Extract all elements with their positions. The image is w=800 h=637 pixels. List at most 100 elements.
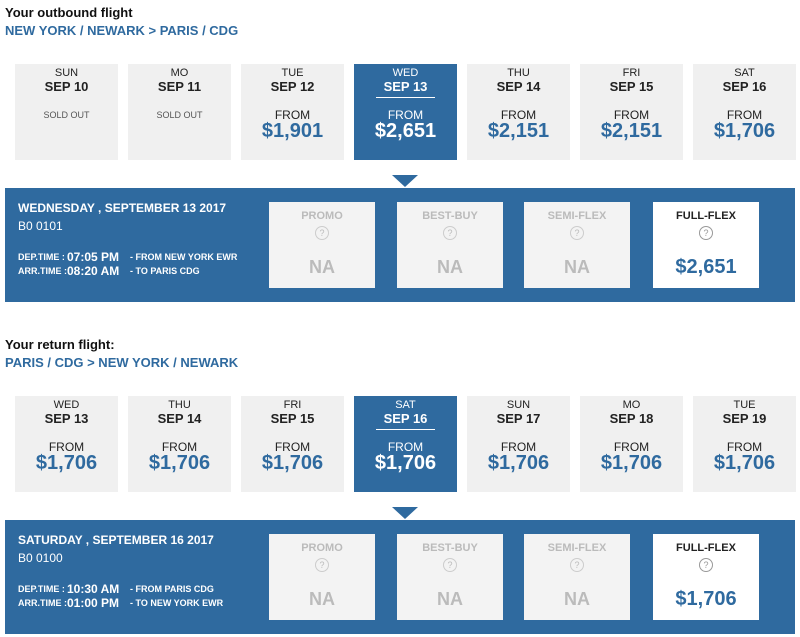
price: $1,706 xyxy=(261,452,324,474)
date-card[interactable]: SAT SEP 16 FROM $1,706 xyxy=(354,396,457,492)
sold-out: SOLD OUT xyxy=(43,110,90,120)
fare-price: NA xyxy=(437,257,463,277)
price: $1,706 xyxy=(600,452,663,474)
flight-number: B0 0100 xyxy=(18,551,63,565)
dep-label: DEP.TIME : xyxy=(18,584,65,594)
weekday: FRI xyxy=(622,67,641,79)
date-card[interactable]: SUN SEP 17 FROM $1,706 xyxy=(467,396,570,492)
divider xyxy=(376,429,435,430)
price: $1,706 xyxy=(713,120,776,142)
date-card[interactable]: TUE SEP 19 FROM $1,706 xyxy=(693,396,796,492)
date-card[interactable]: THU SEP 14 FROM $1,706 xyxy=(128,396,231,492)
fare-box[interactable]: FULL-FLEX? $1,706 xyxy=(653,534,759,620)
weekday: SUN xyxy=(54,67,79,79)
from-label: FROM xyxy=(500,440,537,454)
weekday: TUE xyxy=(281,67,304,79)
from-label: FROM xyxy=(613,440,650,454)
fare-box[interactable]: SEMI-FLEX? NA xyxy=(524,534,630,620)
help-icon[interactable]: ? xyxy=(443,226,457,240)
weekday: FRI xyxy=(283,399,302,411)
date-card[interactable]: THU SEP 14 FROM $2,151 xyxy=(467,64,570,160)
fare-box[interactable]: BEST-BUY? NA xyxy=(397,534,503,620)
fare-price: NA xyxy=(309,257,335,277)
date: SEP 18 xyxy=(609,411,654,426)
from-label: FROM xyxy=(500,108,537,122)
route: PARIS / CDG > NEW YORK / NEWARK xyxy=(5,355,239,370)
fare-name: FULL-FLEX xyxy=(676,210,736,222)
fare-name: PROMO xyxy=(301,210,343,222)
flight-date: WEDNESDAY , SEPTEMBER 13 2017 xyxy=(18,201,227,215)
weekday: MO xyxy=(170,67,189,79)
dep-time: 07:05 PM xyxy=(67,250,120,264)
help-icon[interactable]: ? xyxy=(699,226,713,240)
price: $1,706 xyxy=(487,452,550,474)
date: SEP 13 xyxy=(383,79,428,94)
fare-price: $1,706 xyxy=(675,588,737,610)
price: $1,706 xyxy=(148,452,211,474)
date: SEP 19 xyxy=(722,411,767,426)
help-icon[interactable]: ? xyxy=(570,558,584,572)
date-card[interactable]: TUE SEP 12 FROM $1,901 xyxy=(241,64,344,160)
fare-name: BEST-BUY xyxy=(422,210,478,222)
date: SEP 12 xyxy=(270,79,315,94)
selection-arrow xyxy=(392,507,418,519)
fare-price: NA xyxy=(437,589,463,609)
fare-box[interactable]: FULL-FLEX? $2,651 xyxy=(653,202,759,288)
dep-place: - FROM PARIS CDG xyxy=(130,584,214,594)
fare-box[interactable]: SEMI-FLEX? NA xyxy=(524,202,630,288)
from-label: FROM xyxy=(726,108,763,122)
help-icon[interactable]: ? xyxy=(699,558,713,572)
arr-label: ARR.TIME : xyxy=(18,598,67,608)
help-icon[interactable]: ? xyxy=(315,558,329,572)
help-icon[interactable]: ? xyxy=(443,558,457,572)
fare-price: $2,651 xyxy=(675,256,737,278)
date-card[interactable]: MO SEP 18 FROM $1,706 xyxy=(580,396,683,492)
date-card[interactable]: FRI SEP 15 FROM $2,151 xyxy=(580,64,683,160)
price: $1,706 xyxy=(35,452,98,474)
date-card[interactable]: SUN SEP 10 SOLD OUT xyxy=(15,64,118,160)
fare-name: SEMI-FLEX xyxy=(547,542,607,554)
date-card[interactable]: MO SEP 11 SOLD OUT xyxy=(128,64,231,160)
price: $1,901 xyxy=(261,120,324,142)
flight-details-panel: WEDNESDAY , SEPTEMBER 13 2017 B0 0101 DEP.… xyxy=(5,188,795,302)
section-heading: Your return flight: xyxy=(5,337,115,352)
price: $2,651 xyxy=(374,120,437,142)
weekday: WED xyxy=(392,67,419,79)
price: $1,706 xyxy=(374,452,437,474)
from-label: FROM xyxy=(48,440,85,454)
weekday: THU xyxy=(507,67,530,79)
dep-label: DEP.TIME : xyxy=(18,252,65,262)
flight-details-panel: SATURDAY , SEPTEMBER 16 2017 B0 0100 DEP.T… xyxy=(5,520,795,634)
fare-box[interactable]: PROMO? NA xyxy=(269,202,375,288)
date: SEP 15 xyxy=(609,79,654,94)
date-card[interactable]: WED SEP 13 FROM $2,651 xyxy=(354,64,457,160)
divider xyxy=(376,97,435,98)
weekday: MO xyxy=(622,399,641,411)
help-icon[interactable]: ? xyxy=(315,226,329,240)
fare-name: PROMO xyxy=(301,542,343,554)
section-heading: Your outbound flight xyxy=(5,5,133,20)
fare-name: SEMI-FLEX xyxy=(547,210,607,222)
date: SEP 15 xyxy=(270,411,315,426)
price: $1,706 xyxy=(713,452,776,474)
from-label: FROM xyxy=(387,108,424,122)
date: SEP 14 xyxy=(157,411,202,426)
route: NEW YORK / NEWARK > PARIS / CDG xyxy=(5,23,239,38)
date-card[interactable]: FRI SEP 15 FROM $1,706 xyxy=(241,396,344,492)
arr-label: ARR.TIME : xyxy=(18,266,67,276)
date-card[interactable]: WED SEP 13 FROM $1,706 xyxy=(15,396,118,492)
help-icon[interactable]: ? xyxy=(570,226,584,240)
weekday: THU xyxy=(168,399,191,411)
date: SEP 11 xyxy=(157,79,202,94)
fare-box[interactable]: PROMO? NA xyxy=(269,534,375,620)
from-label: FROM xyxy=(387,440,424,454)
from-label: FROM xyxy=(161,440,198,454)
date-card[interactable]: SAT SEP 16 FROM $1,706 xyxy=(693,64,796,160)
from-label: FROM xyxy=(274,108,311,122)
from-label: FROM xyxy=(274,440,311,454)
arr-time: 08:20 AM xyxy=(67,264,120,278)
fare-box[interactable]: BEST-BUY? NA xyxy=(397,202,503,288)
fare-price: NA xyxy=(564,257,590,277)
date: SEP 16 xyxy=(383,411,428,426)
